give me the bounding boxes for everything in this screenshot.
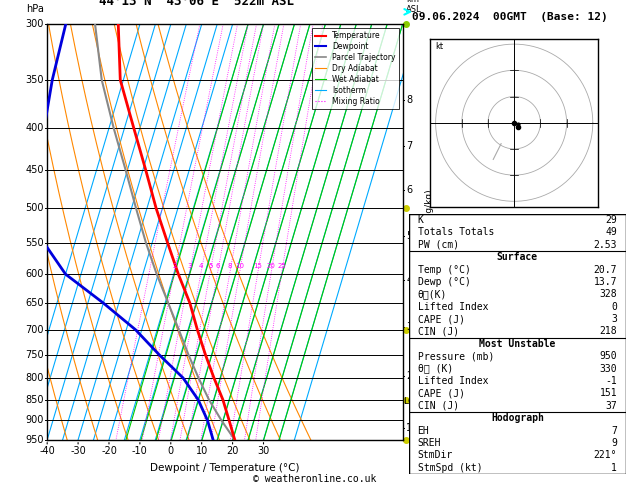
Text: CAPE (J): CAPE (J) [418,388,465,399]
Text: 0: 0 [611,302,617,312]
Text: 6: 6 [406,185,412,195]
Text: 2.53: 2.53 [594,240,617,250]
Text: Dewp (°C): Dewp (°C) [418,277,470,287]
Text: 20.7: 20.7 [594,264,617,275]
Text: 7: 7 [406,140,413,151]
Text: 30: 30 [257,446,270,456]
Text: 4: 4 [199,263,203,269]
Text: 5: 5 [208,263,213,269]
Text: -40: -40 [39,446,55,456]
Text: 450: 450 [25,165,43,175]
Text: Mixing Ratio (g/kg): Mixing Ratio (g/kg) [425,189,434,275]
Text: 10: 10 [196,446,208,456]
Text: 25: 25 [277,263,286,269]
Text: 2: 2 [406,371,413,381]
Text: 650: 650 [25,298,43,308]
Text: K: K [418,215,423,225]
Text: © weatheronline.co.uk: © weatheronline.co.uk [253,473,376,484]
Text: CIN (J): CIN (J) [418,327,459,336]
Text: 500: 500 [25,204,43,213]
Text: 330: 330 [599,364,617,374]
Text: LCL: LCL [403,398,420,406]
Text: 1: 1 [611,463,617,473]
Text: -20: -20 [101,446,117,456]
Text: -30: -30 [70,446,86,456]
Text: Temp (°C): Temp (°C) [418,264,470,275]
Text: Surface: Surface [497,252,538,262]
Text: 20: 20 [226,446,239,456]
Text: -10: -10 [132,446,148,456]
Text: PW (cm): PW (cm) [418,240,459,250]
Text: 9: 9 [611,438,617,448]
Text: 5: 5 [406,231,413,241]
Text: CAPE (J): CAPE (J) [418,314,465,324]
Text: 09.06.2024  00GMT  (Base: 12): 09.06.2024 00GMT (Base: 12) [412,12,608,22]
Text: 328: 328 [599,289,617,299]
Text: CIN (J): CIN (J) [418,401,459,411]
Text: 950: 950 [25,435,43,445]
Text: 950: 950 [599,351,617,361]
Text: 0: 0 [168,446,174,456]
Text: 800: 800 [25,373,43,383]
Text: 350: 350 [25,75,43,85]
Text: 3: 3 [406,322,412,332]
Text: 700: 700 [25,325,43,335]
Text: 151: 151 [599,388,617,399]
Text: StmSpd (kt): StmSpd (kt) [418,463,482,473]
Text: 1: 1 [406,423,412,433]
Text: EH: EH [418,426,429,435]
Text: 850: 850 [25,395,43,405]
Text: 550: 550 [25,238,43,248]
Text: 49: 49 [606,227,617,238]
Text: Most Unstable: Most Unstable [479,339,555,349]
Text: Hodograph: Hodograph [491,413,544,423]
Text: km
ASL: km ASL [406,0,421,14]
Text: 10: 10 [235,263,244,269]
Text: 600: 600 [25,269,43,279]
Text: 15: 15 [253,263,262,269]
Text: Lifted Index: Lifted Index [418,376,488,386]
Text: 300: 300 [25,19,43,29]
Text: 6: 6 [216,263,220,269]
Text: Totals Totals: Totals Totals [418,227,494,238]
Text: Lifted Index: Lifted Index [418,302,488,312]
Text: 218: 218 [599,327,617,336]
Text: 4: 4 [406,275,412,285]
Text: 221°: 221° [594,450,617,460]
Text: SREH: SREH [418,438,441,448]
Legend: Temperature, Dewpoint, Parcel Trajectory, Dry Adiabat, Wet Adiabat, Isotherm, Mi: Temperature, Dewpoint, Parcel Trajectory… [311,28,399,109]
Text: 2: 2 [172,263,177,269]
Text: 900: 900 [25,416,43,425]
Text: 400: 400 [25,123,43,133]
Text: 37: 37 [606,401,617,411]
Text: 750: 750 [25,349,43,360]
Text: 7: 7 [611,426,617,435]
Text: θᴇ (K): θᴇ (K) [418,364,453,374]
Text: 20: 20 [267,263,276,269]
Text: hPa: hPa [26,4,43,14]
Text: Pressure (mb): Pressure (mb) [418,351,494,361]
Text: 3: 3 [611,314,617,324]
Text: kt: kt [436,42,443,52]
Text: 13.7: 13.7 [594,277,617,287]
Text: 29: 29 [606,215,617,225]
Text: 8: 8 [406,95,412,105]
Text: 8: 8 [228,263,232,269]
Text: 44°13'N  43°06'E  522m ASL: 44°13'N 43°06'E 522m ASL [99,0,294,8]
Text: 3: 3 [187,263,192,269]
Text: StmDir: StmDir [418,450,453,460]
Text: θᴇ(K): θᴇ(K) [418,289,447,299]
Text: Dewpoint / Temperature (°C): Dewpoint / Temperature (°C) [150,463,299,473]
Text: -1: -1 [606,376,617,386]
